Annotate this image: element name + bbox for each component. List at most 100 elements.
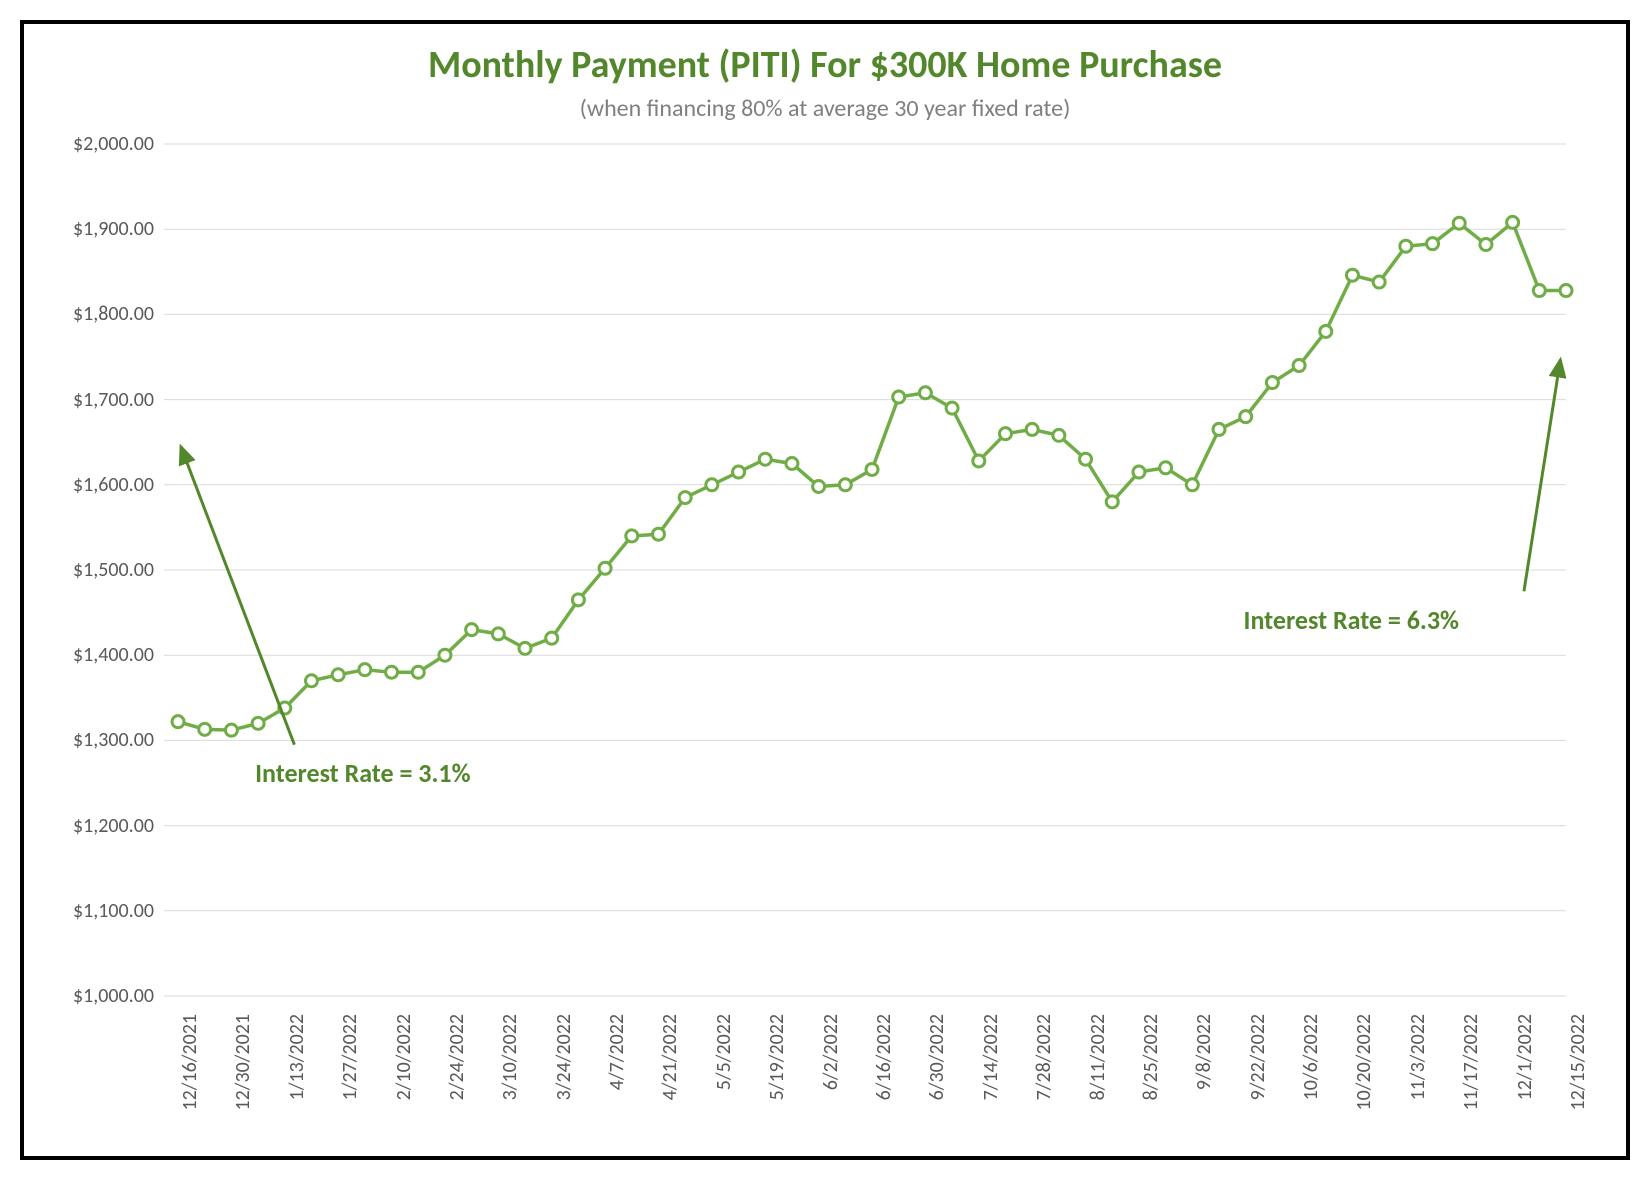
data-marker — [652, 528, 664, 540]
data-marker — [839, 479, 851, 491]
y-axis-tick-label: $1,000.00 — [73, 984, 164, 1008]
annotation-label: Interest Rate = 6.3% — [1244, 604, 1459, 636]
chart-title: Monthly Payment (PITI) For $300K Home Pu… — [24, 42, 1626, 88]
data-marker — [412, 666, 424, 678]
x-axis-tick-label: 6/2/2022 — [819, 1006, 843, 1090]
x-axis-tick-label: 8/11/2022 — [1086, 1006, 1110, 1100]
data-marker — [866, 463, 878, 475]
data-marker — [706, 479, 718, 491]
data-marker — [1400, 240, 1412, 252]
data-marker — [199, 723, 211, 735]
data-marker — [1080, 453, 1092, 465]
y-axis-tick-label: $1,800.00 — [73, 302, 164, 326]
data-marker — [1266, 377, 1278, 389]
y-axis-tick-label: $1,400.00 — [73, 643, 164, 667]
data-marker — [1453, 217, 1465, 229]
data-marker — [359, 664, 371, 676]
data-marker — [1320, 325, 1332, 337]
data-marker — [492, 628, 504, 640]
data-marker — [172, 716, 184, 728]
x-axis-tick-label: 9/8/2022 — [1192, 1006, 1216, 1090]
data-marker — [973, 455, 985, 467]
data-marker — [919, 387, 931, 399]
plot-area: $1,000.00$1,100.00$1,200.00$1,300.00$1,4… — [164, 144, 1566, 996]
x-axis-tick-label: 4/21/2022 — [658, 1006, 682, 1100]
data-marker — [1507, 216, 1519, 228]
x-axis-tick-label: 2/10/2022 — [392, 1006, 416, 1100]
x-axis-tick-label: 10/6/2022 — [1299, 1006, 1323, 1100]
x-axis-tick-label: 2/24/2022 — [445, 1006, 469, 1100]
data-marker — [1346, 269, 1358, 281]
data-marker — [386, 666, 398, 678]
y-axis-tick-label: $2,000.00 — [73, 132, 164, 156]
data-marker — [305, 675, 317, 687]
x-axis-tick-label: 3/24/2022 — [552, 1006, 576, 1100]
data-marker — [679, 492, 691, 504]
chart-subtitle: (when financing 80% at average 30 year f… — [24, 94, 1626, 123]
data-marker — [1427, 238, 1439, 250]
x-axis-tick-label: 5/19/2022 — [765, 1006, 789, 1100]
x-axis-tick-label: 1/27/2022 — [338, 1006, 362, 1100]
data-marker — [546, 632, 558, 644]
y-axis-tick-label: $1,500.00 — [73, 558, 164, 582]
x-axis-tick-label: 11/3/2022 — [1406, 1006, 1430, 1100]
data-marker — [626, 530, 638, 542]
x-axis-tick-label: 9/22/2022 — [1246, 1006, 1270, 1100]
data-marker — [893, 391, 905, 403]
data-marker — [1560, 285, 1572, 297]
y-axis-tick-label: $1,300.00 — [73, 728, 164, 752]
chart-frame: Monthly Payment (PITI) For $300K Home Pu… — [20, 20, 1630, 1160]
y-axis-tick-label: $1,200.00 — [73, 814, 164, 838]
x-axis-tick-label: 10/20/2022 — [1352, 1006, 1376, 1111]
data-marker — [1186, 479, 1198, 491]
data-marker — [1240, 411, 1252, 423]
data-marker — [466, 624, 478, 636]
data-marker — [786, 458, 798, 470]
data-marker — [999, 428, 1011, 440]
annotation-label: Interest Rate = 3.1% — [255, 757, 470, 789]
data-marker — [1293, 360, 1305, 372]
x-axis-tick-label: 3/10/2022 — [498, 1006, 522, 1100]
annotation-arrow — [181, 446, 295, 744]
data-marker — [733, 466, 745, 478]
x-axis-tick-label: 12/1/2022 — [1513, 1006, 1537, 1100]
data-marker — [1133, 466, 1145, 478]
x-axis-tick-label: 12/16/2021 — [178, 1006, 202, 1111]
data-marker — [439, 649, 451, 661]
x-axis-tick-label: 8/25/2022 — [1139, 1006, 1163, 1100]
data-marker — [1026, 423, 1038, 435]
x-axis-tick-label: 6/16/2022 — [872, 1006, 896, 1100]
x-axis-tick-label: 5/5/2022 — [712, 1006, 736, 1090]
data-marker — [599, 562, 611, 574]
data-marker — [1533, 285, 1545, 297]
data-marker — [332, 669, 344, 681]
data-marker — [759, 453, 771, 465]
x-axis-tick-label: 6/30/2022 — [925, 1006, 949, 1100]
data-marker — [1373, 276, 1385, 288]
data-marker — [225, 724, 237, 736]
data-marker — [813, 481, 825, 493]
data-marker — [1106, 496, 1118, 508]
annotation-arrow — [1524, 360, 1560, 592]
data-marker — [252, 717, 264, 729]
x-axis-tick-label: 7/14/2022 — [979, 1006, 1003, 1100]
x-axis-tick-label: 1/13/2022 — [285, 1006, 309, 1100]
data-marker — [572, 594, 584, 606]
x-axis-tick-label: 7/28/2022 — [1032, 1006, 1056, 1100]
y-axis-tick-label: $1,700.00 — [73, 388, 164, 412]
x-axis-tick-label: 12/30/2021 — [231, 1006, 255, 1111]
x-axis-tick-label: 11/17/2022 — [1459, 1006, 1483, 1111]
data-marker — [946, 402, 958, 414]
y-axis-tick-label: $1,600.00 — [73, 473, 164, 497]
data-marker — [1160, 462, 1172, 474]
y-axis-tick-label: $1,900.00 — [73, 217, 164, 241]
y-axis-tick-label: $1,100.00 — [73, 899, 164, 923]
data-marker — [519, 642, 531, 654]
data-marker — [1480, 239, 1492, 251]
chart-svg — [164, 144, 1566, 996]
chart-container: Monthly Payment (PITI) For $300K Home Pu… — [0, 0, 1650, 1180]
x-axis-tick-label: 12/15/2022 — [1566, 1006, 1590, 1111]
x-axis-tick-label: 4/7/2022 — [605, 1006, 629, 1090]
data-marker — [1213, 423, 1225, 435]
data-marker — [1053, 429, 1065, 441]
